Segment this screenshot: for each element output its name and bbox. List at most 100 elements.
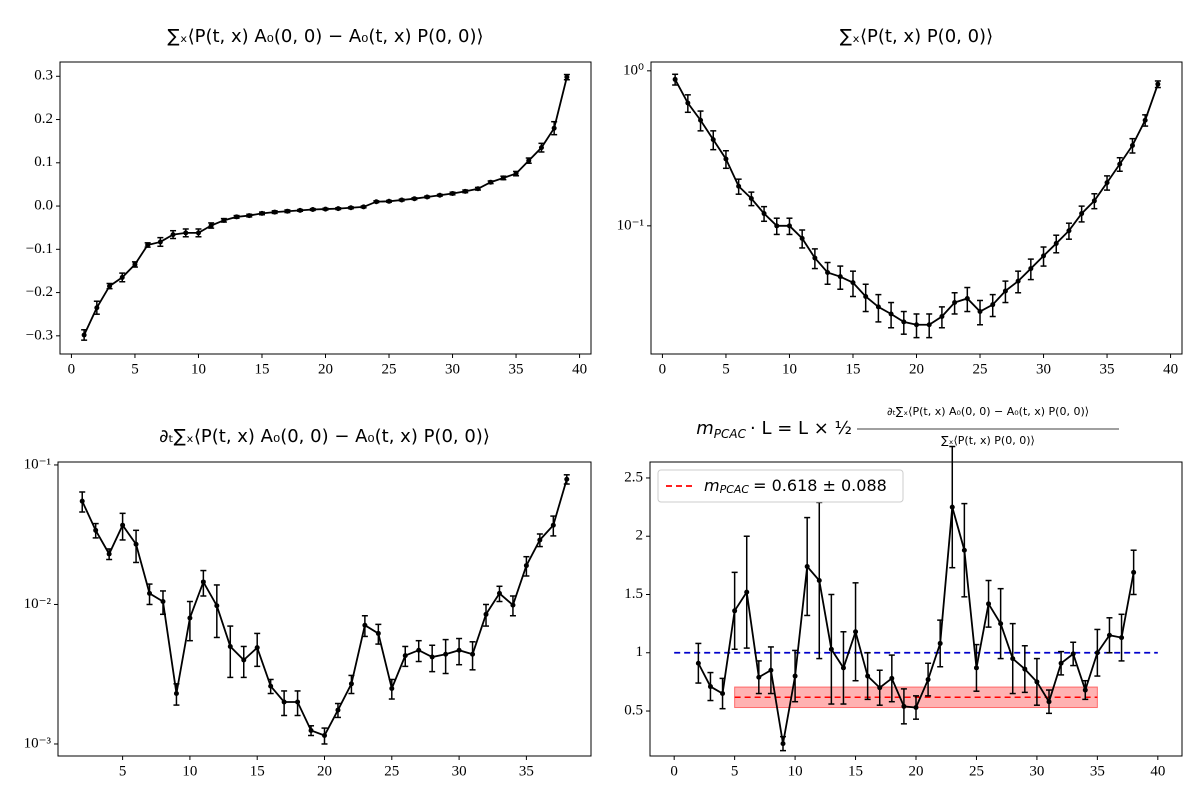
- y-tick-label: −0.2: [26, 284, 53, 300]
- x-tick-label: 10: [788, 763, 803, 779]
- point: [173, 691, 179, 697]
- y-tick-label: −0.1: [26, 241, 53, 257]
- x-tick-label: 20: [317, 763, 332, 779]
- point: [707, 684, 713, 690]
- point: [187, 615, 193, 621]
- point: [389, 685, 395, 691]
- point: [949, 504, 955, 510]
- y-tick-label: 0.5: [624, 702, 643, 718]
- point: [470, 651, 476, 657]
- x-tick-label: 5: [722, 361, 730, 377]
- point: [761, 211, 767, 217]
- y-tick-label: 10⁻²: [24, 596, 52, 612]
- point: [1070, 651, 1076, 657]
- point: [977, 309, 983, 315]
- point: [961, 547, 967, 553]
- point: [774, 223, 780, 229]
- point: [443, 651, 449, 657]
- legend-label: mPCAC = 0.618 ± 0.088: [704, 476, 887, 497]
- point: [698, 117, 704, 123]
- point: [877, 685, 883, 691]
- plot-frame: [649, 461, 1183, 757]
- point: [768, 667, 774, 673]
- point: [1094, 650, 1100, 656]
- point: [672, 76, 678, 82]
- point: [272, 209, 278, 215]
- y-tick-label: 0.2: [34, 111, 53, 127]
- x-tick-label: 25: [382, 361, 397, 377]
- point: [335, 206, 341, 212]
- x-tick-label: 5: [119, 763, 127, 779]
- point: [1053, 240, 1059, 246]
- point: [1131, 569, 1137, 575]
- point: [1066, 228, 1072, 234]
- point: [1015, 278, 1021, 284]
- plot-frame: [57, 461, 592, 757]
- y-tick-label: 0.1: [34, 154, 53, 170]
- y-tick-label: 0.0: [34, 197, 53, 213]
- point: [526, 158, 532, 164]
- point: [1002, 288, 1008, 294]
- point: [973, 665, 979, 671]
- point: [308, 727, 314, 733]
- title-subscript: PCAC: [714, 427, 747, 441]
- point: [496, 590, 502, 596]
- point: [429, 654, 435, 660]
- y-tick-label: 10⁰: [623, 62, 644, 78]
- point: [1046, 699, 1052, 705]
- point: [786, 223, 792, 229]
- legend-symbol: m: [704, 476, 720, 495]
- point: [195, 230, 201, 236]
- point: [145, 242, 151, 248]
- x-tick-label: 30: [1036, 361, 1051, 377]
- point: [462, 188, 468, 194]
- title-numerator: ∂ₜ∑ₓ⟨P(t, x) A₀(0, 0) − A₀(t, x) P(0, 0)…: [887, 405, 1089, 418]
- point: [537, 537, 543, 543]
- data-line: [81, 478, 568, 737]
- point: [1119, 635, 1125, 641]
- point: [488, 179, 494, 185]
- point: [695, 660, 701, 666]
- point: [106, 551, 112, 557]
- point: [804, 564, 810, 570]
- x-tick-label: 40: [1150, 763, 1165, 779]
- point: [710, 137, 716, 143]
- point: [322, 733, 327, 739]
- point: [828, 646, 834, 652]
- point: [865, 673, 871, 679]
- point: [424, 194, 430, 200]
- point: [362, 622, 368, 628]
- point: [361, 204, 367, 210]
- point: [925, 677, 931, 683]
- point: [200, 579, 206, 585]
- point: [170, 232, 176, 238]
- point: [1091, 198, 1097, 204]
- point: [523, 563, 529, 569]
- x-tick-label: 25: [973, 361, 988, 377]
- x-tick-label: 20: [909, 361, 924, 377]
- point: [510, 602, 516, 608]
- point: [373, 199, 379, 205]
- chart-title: ∑ₓ⟨P(t, x) A₀(0, 0) − A₀(t, x) P(0, 0)⟩: [167, 26, 483, 47]
- point: [310, 207, 316, 213]
- x-tick-label: 25: [384, 763, 399, 779]
- point: [107, 283, 113, 289]
- point: [825, 269, 831, 275]
- y-tick-label: 1: [636, 644, 644, 660]
- point: [437, 192, 443, 198]
- point: [780, 741, 786, 747]
- point: [937, 640, 943, 646]
- point: [475, 186, 481, 192]
- x-tick-label: 30: [452, 763, 467, 779]
- point: [1104, 180, 1110, 186]
- point: [913, 705, 919, 711]
- y-tick-label: 2: [636, 528, 644, 544]
- point: [889, 675, 895, 681]
- point: [685, 100, 691, 106]
- point: [720, 691, 726, 697]
- legend-box: [657, 469, 904, 503]
- point: [208, 223, 214, 229]
- point: [939, 314, 945, 320]
- point: [998, 621, 1004, 627]
- point: [241, 657, 247, 663]
